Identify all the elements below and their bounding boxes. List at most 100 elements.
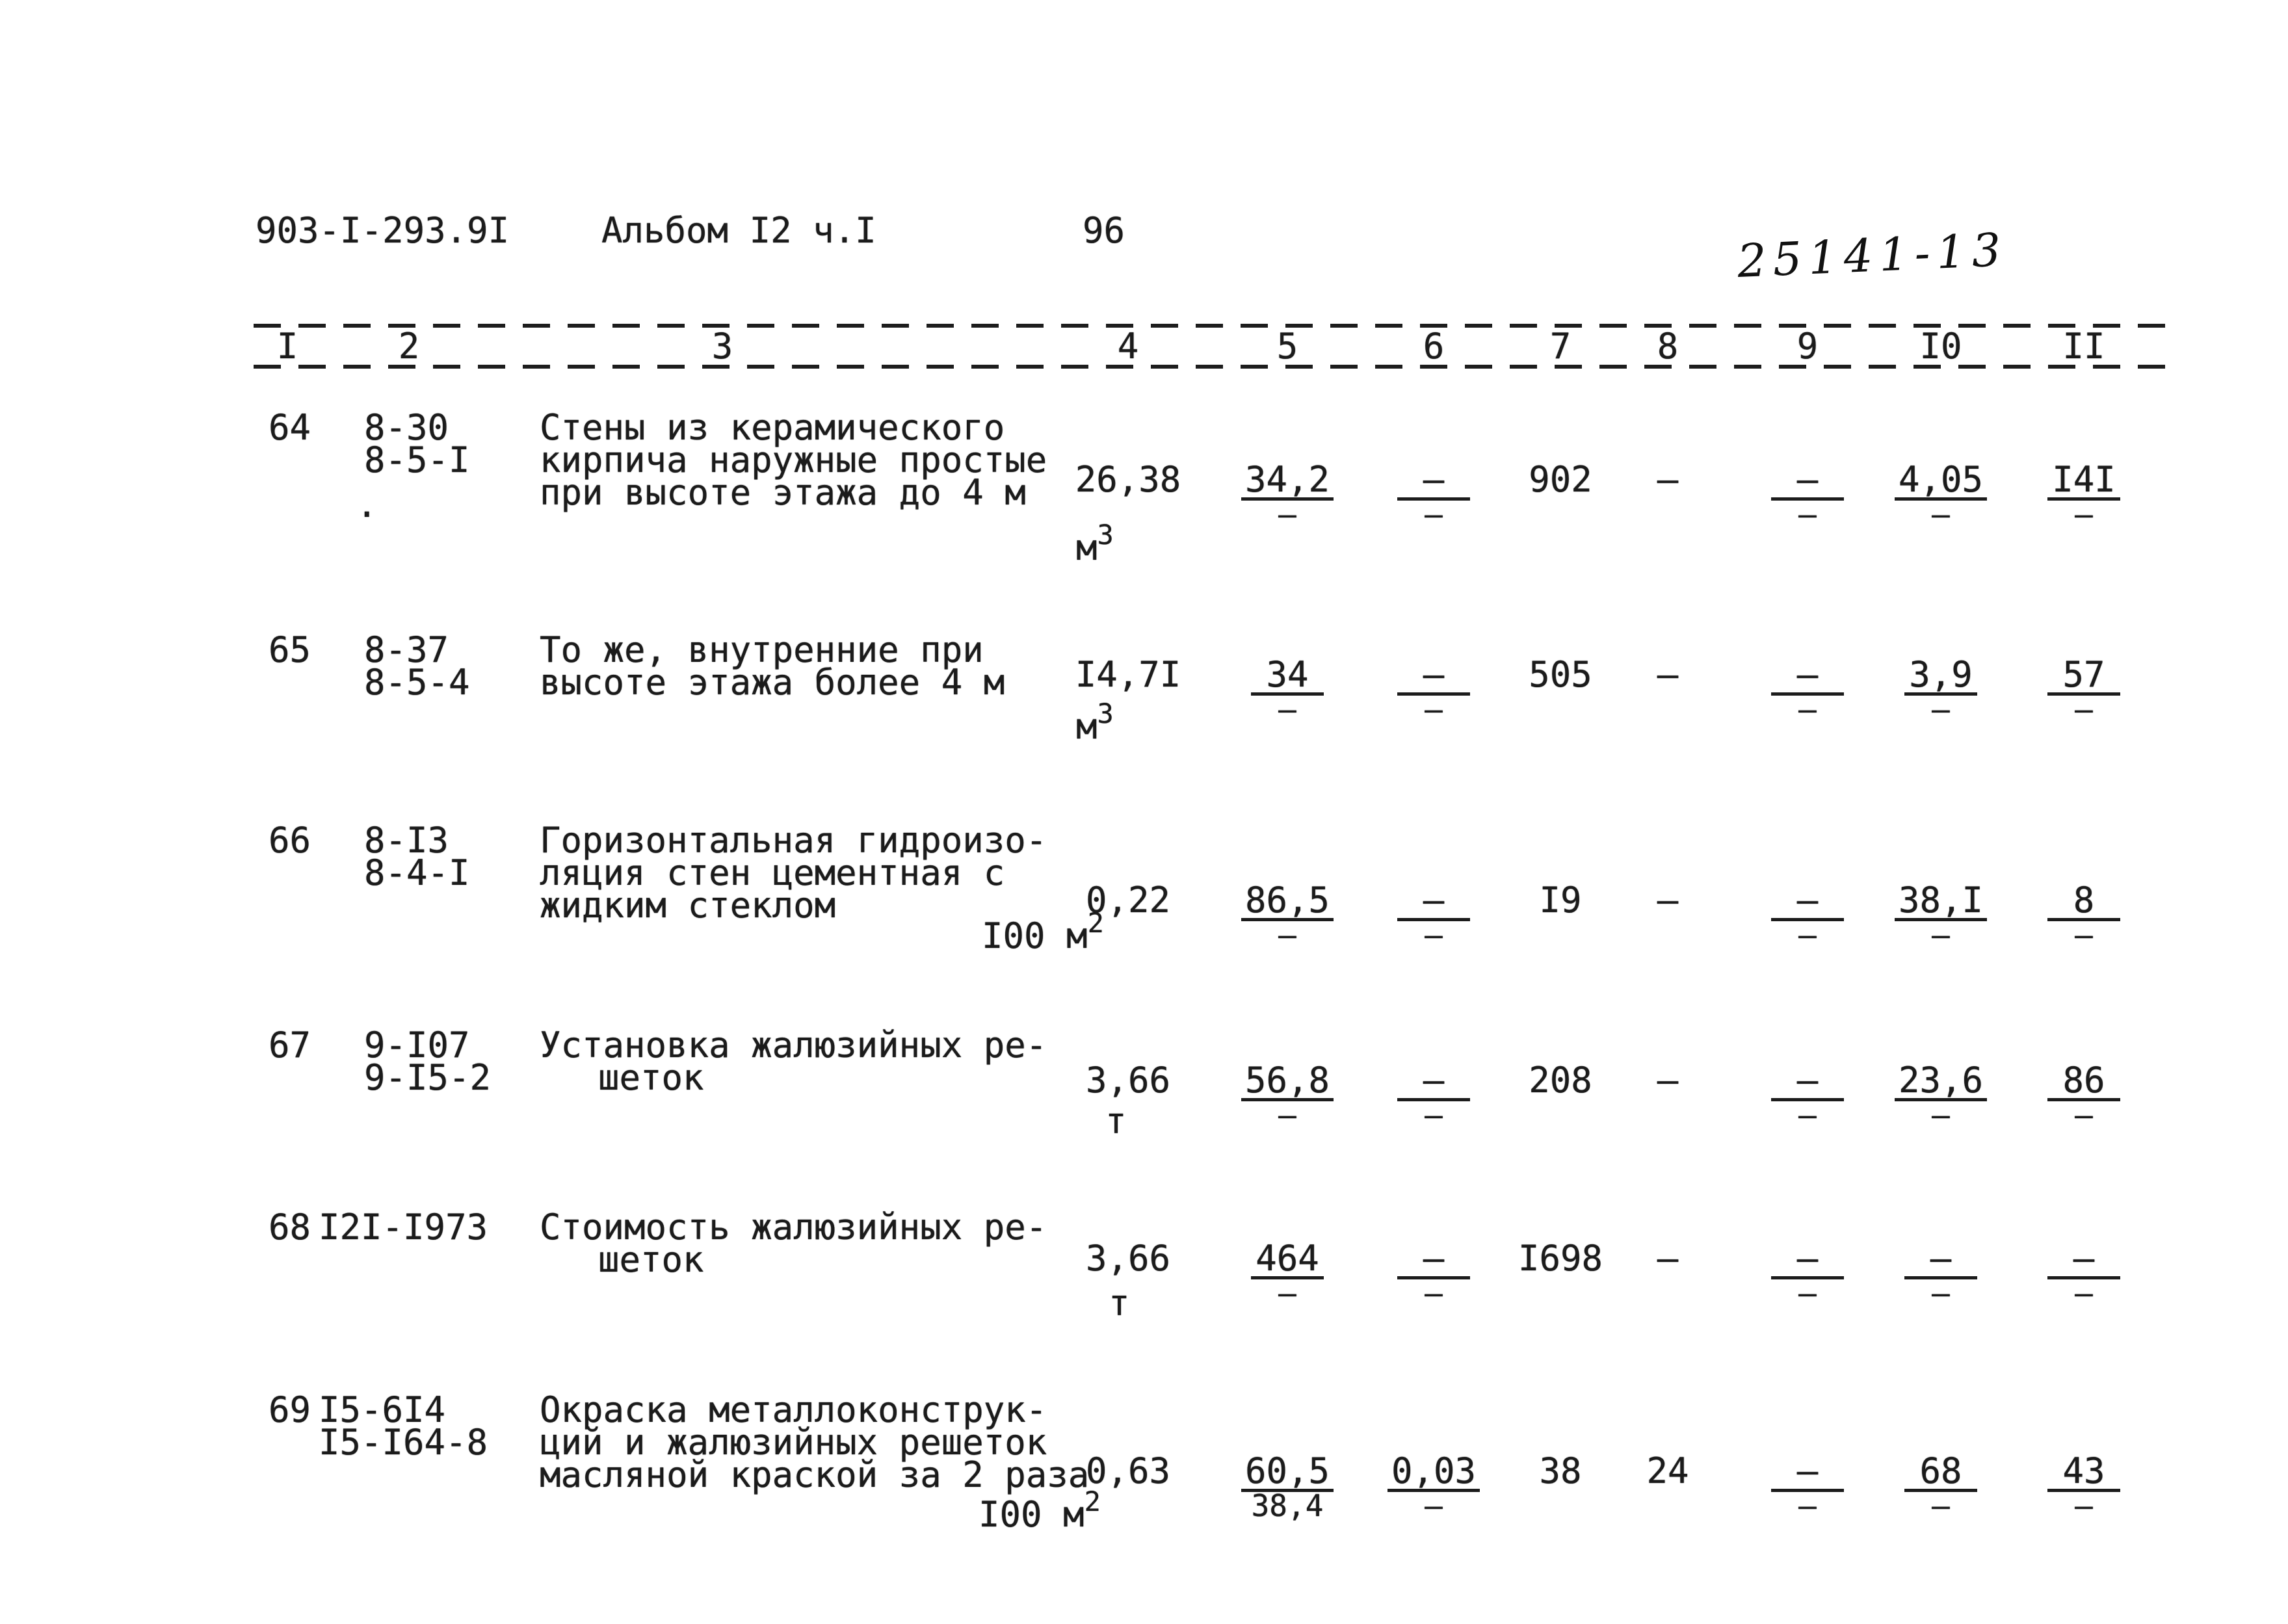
fraction-numerator: – [1771, 462, 1844, 501]
fraction-numerator: 0,03 [1387, 1454, 1480, 1492]
page-number: 96 [1083, 210, 1125, 251]
fraction-denominator: – [1798, 1097, 1817, 1133]
cell-col4: 3,66 [1085, 1060, 1171, 1101]
fraction-denominator: – [1932, 1276, 1950, 1311]
cell-col6: – – [1356, 883, 1512, 952]
fraction-numerator: 8 [2047, 883, 2120, 921]
unit-text: т [1109, 1283, 1130, 1324]
fraction-numerator: 68 [1904, 1454, 1977, 1492]
fraction-denominator: – [1278, 1276, 1296, 1311]
col-header-9: 9 [1796, 326, 1819, 367]
fraction-denominator: – [1798, 1488, 1817, 1523]
desc-line: при высоте этажа до 4 м [540, 472, 1026, 513]
desc-line: шеток [598, 1057, 704, 1098]
cell-col6: – – [1356, 657, 1512, 727]
fraction-numerator: – [2047, 1241, 2120, 1279]
col-header-11: II [2062, 326, 2105, 367]
col-header-8: 8 [1657, 326, 1679, 367]
fraction-denominator: – [1425, 1276, 1443, 1311]
row-number: 68 [269, 1207, 311, 1248]
row-mark-dot: . [356, 484, 378, 525]
fraction-numerator: 3,9 [1904, 657, 1977, 696]
fraction-numerator: – [1771, 657, 1844, 696]
fraction-numerator: – [1397, 1063, 1470, 1101]
cell-col6: – – [1356, 1241, 1512, 1311]
unit-text: I00 м [979, 1494, 1085, 1535]
fraction-numerator: 34,2 [1241, 462, 1334, 501]
unit-label: м3 [1076, 698, 1114, 746]
fraction-numerator: 56,8 [1241, 1063, 1334, 1101]
cell-col4: I4,7I [1075, 654, 1181, 695]
fraction-denominator: – [2075, 1488, 2093, 1523]
cell-col8: – [1657, 1238, 1679, 1279]
cell-col10: 4,05– [1863, 462, 2019, 532]
unit-superscript: 3 [1097, 519, 1114, 551]
cell-col4: 3,66 [1085, 1238, 1171, 1279]
desc-line: шеток [598, 1239, 704, 1280]
col-header-7: 7 [1549, 326, 1571, 367]
fraction-denominator: – [2075, 497, 2093, 532]
row-code-line-2: 9-I5-2 [364, 1057, 492, 1098]
fraction-denominator: – [1425, 917, 1443, 952]
col-header-2: 2 [398, 326, 420, 367]
fraction-numerator: 23,6 [1894, 1063, 1988, 1101]
handwritten-mark: 25141-13 [1736, 222, 2008, 289]
row-code-line-2: I5-I64-8 [319, 1422, 488, 1463]
fraction-denominator: – [1798, 692, 1817, 727]
row-code-line-1: 8-I3 [364, 820, 449, 861]
cell-col8: – [1657, 654, 1679, 695]
row-code-line-1: 9-I07 [364, 1025, 470, 1066]
fraction-numerator: 86,5 [1241, 883, 1334, 921]
desc-line: ций и жалюзийных решеток [540, 1422, 1047, 1463]
cell-col7: I9 [1539, 880, 1582, 921]
col-header-3: 3 [711, 326, 733, 367]
fraction-denominator: – [1425, 1097, 1443, 1133]
unit-label: м3 [1076, 519, 1114, 567]
fraction-denominator: – [1932, 692, 1950, 727]
cell-col7: 38 [1539, 1450, 1582, 1491]
fraction-denominator: – [1278, 497, 1296, 532]
row-code-line-1: 8-30 [364, 407, 449, 448]
desc-line: То же, внутренние при [540, 629, 984, 670]
desc-line: масляной краской за 2 раза [540, 1454, 1090, 1495]
desc-line: жидким стеклом [540, 885, 836, 926]
col-header-1: I [276, 326, 298, 367]
cell-col10: 38,I – [1863, 883, 2019, 952]
desc-line: Стены из керамического [540, 407, 1005, 448]
unit-text: I00 м [982, 915, 1088, 956]
fraction-numerator: 4,05 [1894, 462, 1988, 501]
cell-col10: 68– [1863, 1454, 2019, 1521]
desc-line: Горизонтальная гидроизо- [540, 820, 1047, 861]
cell-col9: – – [1729, 883, 1886, 952]
fraction-numerator: – [1771, 1241, 1844, 1279]
fraction-denominator: – [1278, 692, 1296, 727]
cell-col11: 57– [2006, 657, 2162, 727]
col-header-5: 5 [1276, 326, 1298, 367]
fraction-denominator: – [1932, 497, 1950, 532]
cell-col5: 464– [1209, 1241, 1365, 1311]
cell-col11: 86– [2006, 1063, 2162, 1133]
fraction-numerator: – [1397, 1241, 1470, 1279]
desc-line: высоте этажа более 4 м [540, 662, 1005, 703]
fraction-numerator: – [1771, 1063, 1844, 1101]
desc-line: кирпича наружные простые [540, 439, 1047, 480]
fraction-denominator: – [1425, 692, 1443, 727]
cell-col9: – – [1729, 1063, 1886, 1133]
cell-col7: 505 [1529, 654, 1592, 695]
col-header-6: 6 [1423, 326, 1445, 367]
fraction-denominator: – [2075, 1097, 2093, 1133]
fraction-numerator: – [1397, 883, 1470, 921]
fraction-denominator: – [1798, 917, 1817, 952]
cell-col8: 24 [1646, 1450, 1689, 1491]
unit-label: т [1105, 1104, 1127, 1140]
fraction-denominator: – [1932, 917, 1950, 952]
fraction-denominator: – [1278, 1097, 1296, 1133]
cell-col4: 0,22 [1085, 880, 1171, 921]
desc-line: Стоимость жалюзийных ре- [540, 1207, 1047, 1248]
fraction-denominator: – [2075, 692, 2093, 727]
cell-col10: 3,9– [1863, 657, 2019, 727]
header-rule-bottom [254, 365, 2165, 369]
unit-superscript: 2 [1084, 1486, 1101, 1517]
cell-col7: 902 [1529, 459, 1592, 500]
